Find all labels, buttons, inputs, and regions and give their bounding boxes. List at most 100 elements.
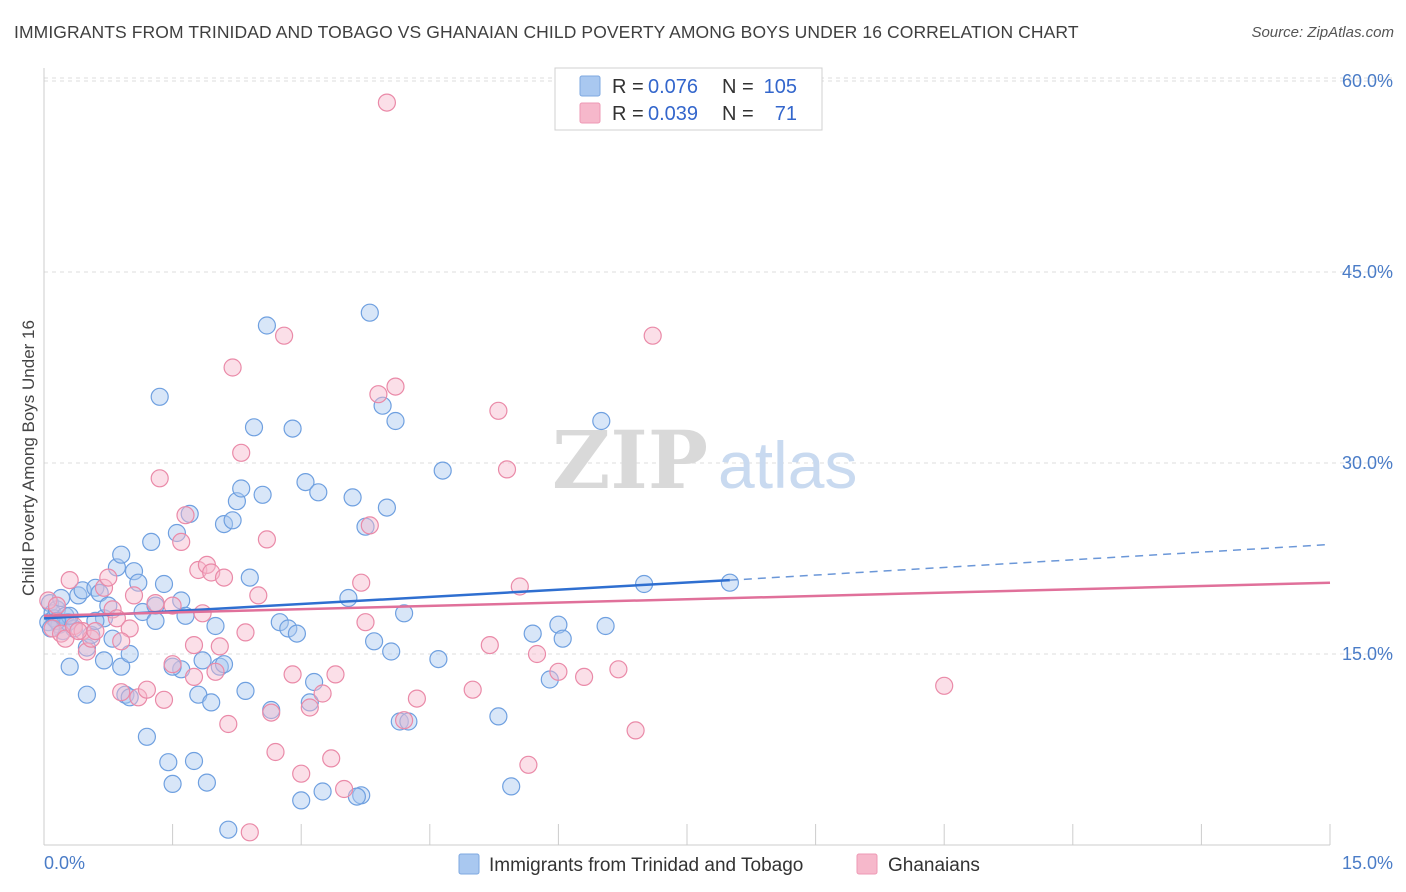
- data-point: [249, 586, 268, 605]
- data-point: [206, 662, 225, 681]
- data-point: [206, 616, 225, 636]
- stats-legend: R = 0.076 N = 105 R = 0.039 N = 71: [554, 67, 823, 131]
- data-point: [86, 621, 105, 641]
- data-point: [176, 506, 195, 525]
- legend-swatch-pink: [579, 102, 601, 124]
- data-point: [373, 396, 392, 415]
- data-point: [240, 823, 259, 842]
- data-point: [549, 615, 568, 634]
- data-point: [339, 588, 358, 608]
- data-point: [137, 680, 156, 699]
- data-point: [527, 644, 547, 664]
- data-point: [39, 591, 58, 610]
- data-point: [120, 644, 139, 664]
- stats-legend-row-pink: R = 0.039 N = 71: [579, 102, 797, 125]
- legend-r-label: R =: [612, 103, 644, 125]
- data-point: [236, 623, 255, 642]
- data-point: [369, 385, 388, 404]
- data-point: [643, 326, 662, 345]
- data-point: [300, 698, 319, 717]
- data-point: [497, 460, 517, 479]
- data-point: [360, 516, 379, 535]
- data-point: [279, 619, 298, 638]
- data-point: [94, 578, 114, 597]
- series-legend-swatch-pink: [856, 853, 878, 875]
- data-point: [257, 316, 276, 335]
- legend-n-value: 71: [775, 103, 797, 125]
- data-point: [210, 637, 229, 656]
- data-point: [184, 667, 204, 687]
- data-point: [142, 532, 161, 552]
- legend-r-value: 0.076: [648, 76, 698, 98]
- data-point: [407, 689, 426, 708]
- data-point: [382, 642, 401, 661]
- trend-lines: [43, 543, 1331, 620]
- data-point: [244, 418, 264, 437]
- data-point: [360, 303, 379, 322]
- data-point: [197, 773, 216, 792]
- data-point: [720, 573, 740, 592]
- data-point: [313, 782, 332, 801]
- data-point: [60, 657, 79, 676]
- data-point: [395, 711, 414, 730]
- trend-line-ghanaians: [43, 581, 1331, 618]
- data-point: [150, 469, 169, 488]
- data-point: [137, 727, 156, 746]
- trend-line-immigrants-extrapolated: [729, 543, 1331, 581]
- legend-r-label: R =: [612, 76, 644, 98]
- data-point: [377, 93, 396, 112]
- x-tick-label-min: 0.0%: [44, 853, 85, 873]
- data-point: [433, 461, 452, 480]
- data-point: [553, 629, 572, 648]
- data-point: [335, 779, 354, 799]
- data-point: [592, 411, 611, 431]
- series-legend-swatch-blue: [458, 853, 480, 875]
- data-point: [365, 632, 384, 651]
- data-point: [124, 586, 144, 605]
- data-point: [163, 655, 182, 674]
- data-point: [352, 573, 371, 592]
- data-point: [232, 443, 251, 462]
- data-point: [202, 693, 221, 712]
- data-point: [219, 714, 238, 734]
- data-point: [429, 649, 448, 669]
- data-point: [214, 568, 234, 587]
- legend-swatch-blue: [579, 75, 601, 97]
- data-point: [167, 523, 186, 543]
- data-point: [463, 680, 482, 699]
- grid-lines: [44, 77, 1393, 655]
- data-point: [292, 791, 311, 810]
- data-point: [480, 635, 499, 655]
- series-legend: Immigrants from Trinidad and Tobago Ghan…: [458, 853, 980, 876]
- data-point: [146, 611, 165, 631]
- data-point: [193, 651, 212, 670]
- legend-r-value: 0.039: [648, 103, 698, 125]
- data-point: [60, 570, 79, 590]
- data-point: [386, 411, 405, 431]
- y-tick-label: 30.0%: [1342, 453, 1393, 473]
- y-tick-label: 60.0%: [1342, 71, 1393, 91]
- data-point: [112, 545, 131, 564]
- data-point: [356, 613, 375, 632]
- data-point: [502, 777, 521, 796]
- data-point: [219, 820, 238, 839]
- y-tick-labels: 15.0% 30.0% 45.0% 60.0%: [1342, 71, 1393, 664]
- data-point: [154, 690, 174, 709]
- y-axis-label: Child Poverty Among Boys Under 16: [19, 320, 38, 596]
- data-point: [275, 326, 294, 345]
- data-point: [146, 593, 165, 613]
- data-point: [489, 707, 508, 726]
- data-point: [296, 473, 315, 492]
- data-point: [43, 619, 62, 638]
- data-point: [172, 532, 191, 552]
- data-point: [386, 377, 405, 396]
- data-point: [300, 693, 319, 712]
- data-point: [99, 568, 118, 587]
- data-point: [223, 358, 242, 377]
- data-point: [309, 483, 328, 502]
- data-point: [287, 624, 306, 643]
- data-point: [322, 749, 341, 768]
- data-point: [257, 530, 276, 549]
- data-point: [163, 774, 182, 794]
